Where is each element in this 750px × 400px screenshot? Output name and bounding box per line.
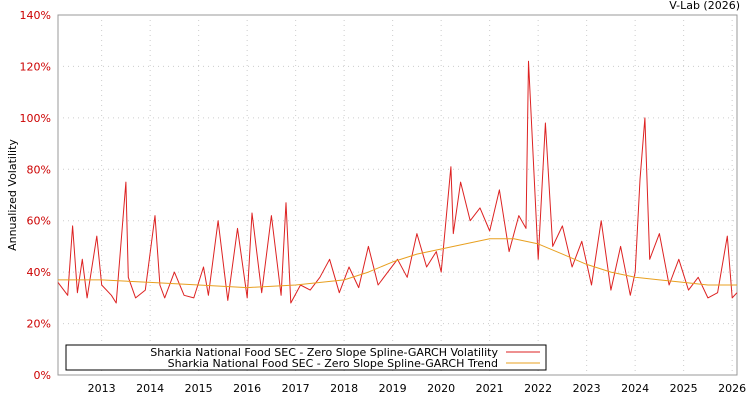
series-layer — [57, 60, 738, 304]
x-tick-label: 2022 — [524, 382, 552, 395]
legend: Sharkia National Food SEC - Zero Slope S… — [65, 344, 547, 371]
y-tick-label: 100% — [20, 112, 51, 125]
y-tick-label: 60% — [27, 215, 51, 228]
y-tick-label: 0% — [34, 369, 51, 382]
x-tick-label: 2017 — [282, 382, 310, 395]
x-tick-label: 2024 — [621, 382, 649, 395]
credit-text: V-Lab (2026) — [669, 0, 740, 12]
series-line-volatility — [57, 60, 738, 304]
y-tick-label: 40% — [27, 266, 51, 279]
x-tick-label: 2013 — [88, 382, 116, 395]
x-tick-label: 2026 — [718, 382, 746, 395]
x-tick-label: 2016 — [233, 382, 261, 395]
legend-label-trend: Sharkia National Food SEC - Zero Slope S… — [168, 357, 498, 370]
grid-lines — [58, 15, 737, 375]
y-tick-label: 140% — [20, 9, 51, 22]
x-tick-label: 2023 — [573, 382, 601, 395]
legend-box — [65, 344, 547, 371]
x-tick-label: 2019 — [379, 382, 407, 395]
y-tick-label: 80% — [27, 163, 51, 176]
x-tick-label: 2025 — [670, 382, 698, 395]
x-tick-label: 2014 — [136, 382, 164, 395]
axis-labels: 0% 20% 40% 60% 80% 100% 120% 140% 2013 2014 2015 20… — [20, 9, 747, 395]
x-tick-label: 2015 — [185, 382, 213, 395]
y-tick-label: 120% — [20, 60, 51, 73]
legend-label-volatility: Sharkia National Food SEC - Zero Slope S… — [150, 346, 498, 359]
series-line-trend — [58, 238, 737, 289]
plot-area — [57, 14, 738, 376]
x-tick-label: 2021 — [476, 382, 504, 395]
x-tick-label: 2020 — [427, 382, 455, 395]
x-tick-label: 2018 — [330, 382, 358, 395]
y-tick-label: 20% — [27, 318, 51, 331]
y-axis-label: Annualized Volatility — [6, 139, 19, 251]
